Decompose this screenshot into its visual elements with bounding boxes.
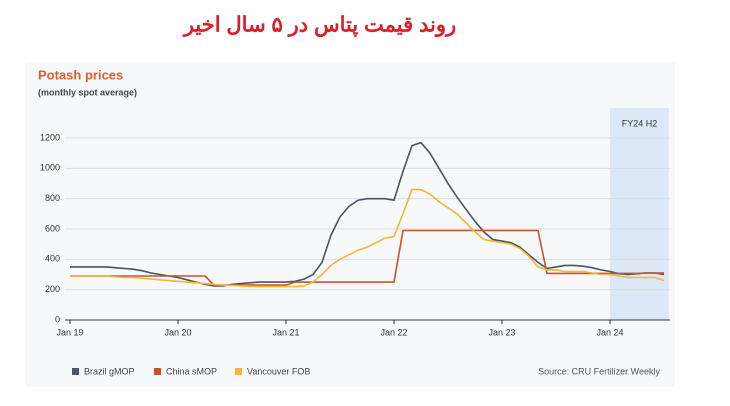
highlight-label: FY24 H2 (622, 118, 658, 128)
legend-swatch (72, 368, 79, 375)
x-tick-label: Jan 20 (164, 327, 191, 337)
chart-subtitle: (monthly spot average) (38, 87, 137, 97)
y-tick-label: 800 (45, 193, 60, 203)
series-line (70, 188, 665, 288)
y-tick-label: 0 (55, 314, 60, 324)
plot: FY24 H2 0 200 400 600 800 1000 1200 Jan 19 Jan 20… (40, 108, 670, 376)
y-tick-label: 200 (45, 284, 60, 294)
legend-swatch (154, 368, 161, 375)
y-tick-label: 1000 (40, 163, 60, 173)
x-tick-label: Jan 23 (488, 327, 515, 337)
series-line (70, 229, 664, 286)
chart-title: Potash prices (38, 67, 123, 82)
page-title: روند قیمت پتاس در ۵ سال اخیر (182, 14, 456, 38)
x-tick-label: Jan 22 (380, 327, 407, 337)
legend-label: Vancouver FOB (247, 366, 310, 376)
y-tick-label: 600 (45, 223, 60, 233)
x-tick-label: Jan 21 (272, 327, 299, 337)
y-tick-label: 1200 (40, 132, 60, 142)
chart-panel (25, 62, 675, 387)
x-tick-label: Jan 24 (596, 327, 623, 337)
legend-label: Brazil gMOP (84, 366, 135, 376)
highlight-band (610, 108, 669, 320)
legend-label: China sMOP (166, 366, 217, 376)
x-tick-label: Jan 19 (56, 327, 83, 337)
legend-swatch (235, 368, 242, 375)
y-tick-label: 400 (45, 254, 60, 264)
source: Source: CRU Fertilizer Weekly (538, 366, 660, 376)
